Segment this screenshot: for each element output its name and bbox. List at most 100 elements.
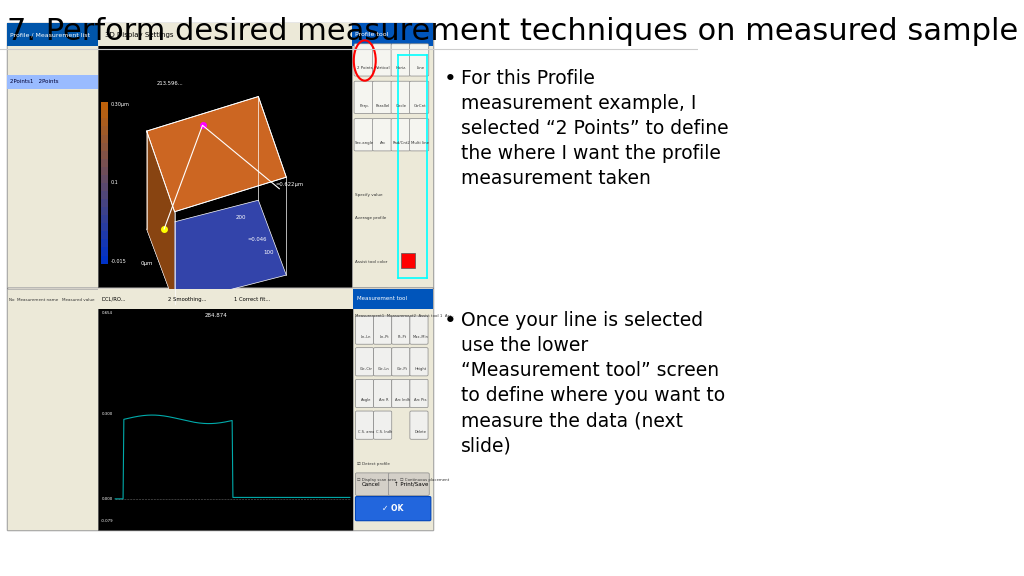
Text: 0.1: 0.1 [111,180,118,185]
Polygon shape [146,131,174,304]
FancyBboxPatch shape [101,110,109,119]
Text: Line: Line [416,66,424,70]
FancyBboxPatch shape [392,348,410,376]
FancyBboxPatch shape [392,316,410,344]
Text: 1 Correct fit...: 1 Correct fit... [233,297,270,301]
Text: Perp.: Perp. [359,104,370,108]
Text: 284.874: 284.874 [205,313,228,318]
Text: Rad/Cnt2: Rad/Cnt2 [393,141,411,145]
FancyBboxPatch shape [353,290,433,530]
Text: For this Profile
measurement example, I
selected “2 Points” to define
the where : For this Profile measurement example, I … [461,69,728,188]
Text: C.S. area: C.S. area [357,430,374,434]
Text: Ctr–Ln: Ctr–Ln [378,367,390,371]
FancyBboxPatch shape [355,316,374,344]
FancyBboxPatch shape [101,207,109,215]
Text: Sec.angle: Sec.angle [355,141,375,145]
Text: ↑ Print/Save: ↑ Print/Save [394,482,429,487]
FancyBboxPatch shape [101,215,109,223]
FancyBboxPatch shape [354,119,374,151]
FancyBboxPatch shape [391,44,411,76]
Text: Arc Pts: Arc Pts [414,399,427,403]
Text: Arc R: Arc R [379,399,389,403]
Text: 0.30µm: 0.30µm [111,103,129,107]
Text: Specify value: Specify value [355,193,383,197]
Text: Ctr–Pt: Ctr–Pt [396,367,408,371]
FancyBboxPatch shape [392,380,410,408]
FancyBboxPatch shape [410,316,428,344]
Text: Cancel: Cancel [361,482,380,487]
FancyBboxPatch shape [355,411,374,439]
Text: 7. Perform desired measurement techniques on measured sample (cont): 7. Perform desired measurement technique… [7,17,1024,46]
FancyBboxPatch shape [391,119,411,151]
FancyBboxPatch shape [410,348,428,376]
FancyBboxPatch shape [101,183,109,191]
FancyBboxPatch shape [101,175,109,183]
FancyBboxPatch shape [374,316,392,344]
Text: 2Points1   2Points: 2Points1 2Points [10,79,59,84]
FancyBboxPatch shape [400,253,415,268]
FancyBboxPatch shape [101,247,109,256]
FancyBboxPatch shape [374,411,392,439]
Text: •: • [443,69,456,89]
FancyBboxPatch shape [7,290,97,530]
Text: Average profile: Average profile [355,216,387,220]
Text: Circle: Circle [396,104,408,108]
Text: Measurement1  Measurement2  Assist tool 1  Ass..: Measurement1 Measurement2 Assist tool 1 … [355,314,455,318]
Text: 0.000: 0.000 [101,497,113,501]
Text: 100: 100 [263,249,274,255]
FancyBboxPatch shape [352,23,433,46]
FancyBboxPatch shape [97,290,353,309]
Text: Ln–Ln: Ln–Ln [360,335,371,339]
FancyBboxPatch shape [101,191,109,199]
Text: Delete: Delete [415,430,426,434]
Text: 2 Smoothing...: 2 Smoothing... [168,297,206,301]
FancyBboxPatch shape [101,255,109,264]
Polygon shape [146,200,287,304]
Text: 3D Display Settings: 3D Display Settings [104,32,173,37]
FancyBboxPatch shape [101,142,109,151]
FancyBboxPatch shape [7,75,97,89]
Text: Angle: Angle [360,399,371,403]
Text: Horiz.: Horiz. [396,66,408,70]
FancyBboxPatch shape [101,166,109,175]
FancyBboxPatch shape [355,497,431,521]
Text: -0.079: -0.079 [100,520,113,523]
FancyBboxPatch shape [101,158,109,167]
Text: No  Measurement name   Measured value: No Measurement name Measured value [9,298,94,302]
FancyBboxPatch shape [101,118,109,127]
Text: Arc: Arc [380,141,386,145]
Text: Measurement tool: Measurement tool [356,296,407,301]
FancyBboxPatch shape [352,23,433,287]
Text: •: • [443,311,456,331]
FancyBboxPatch shape [7,23,97,46]
Text: Once your line is selected
use the lower
“Measurement tool” screen
to define whe: Once your line is selected use the lower… [461,311,725,455]
FancyBboxPatch shape [410,81,429,113]
FancyBboxPatch shape [101,223,109,232]
Text: Multi line: Multi line [412,141,429,145]
Text: 0.300: 0.300 [101,412,113,416]
FancyBboxPatch shape [410,380,428,408]
FancyBboxPatch shape [101,102,109,111]
Text: Profile tool: Profile tool [355,32,389,37]
FancyBboxPatch shape [373,119,392,151]
Text: Ln–Pt: Ln–Pt [379,335,389,339]
Text: 2 Points: 2 Points [357,66,373,70]
FancyBboxPatch shape [410,411,428,439]
FancyBboxPatch shape [97,23,387,46]
Text: Parallel: Parallel [376,104,390,108]
FancyBboxPatch shape [373,81,392,113]
Polygon shape [146,97,287,212]
Text: ✓ OK: ✓ OK [382,504,403,513]
FancyBboxPatch shape [391,81,411,113]
Text: ☑ Detect profile: ☑ Detect profile [356,462,390,465]
FancyBboxPatch shape [101,239,109,248]
FancyBboxPatch shape [101,199,109,207]
FancyBboxPatch shape [353,290,433,309]
FancyBboxPatch shape [410,44,429,76]
Text: 213.596...: 213.596... [157,81,183,86]
Text: -0.015: -0.015 [111,259,126,264]
Text: Arc Indh: Arc Indh [394,399,410,403]
Text: =0.622µm: =0.622µm [275,182,304,187]
FancyBboxPatch shape [388,473,429,495]
FancyBboxPatch shape [374,380,392,408]
